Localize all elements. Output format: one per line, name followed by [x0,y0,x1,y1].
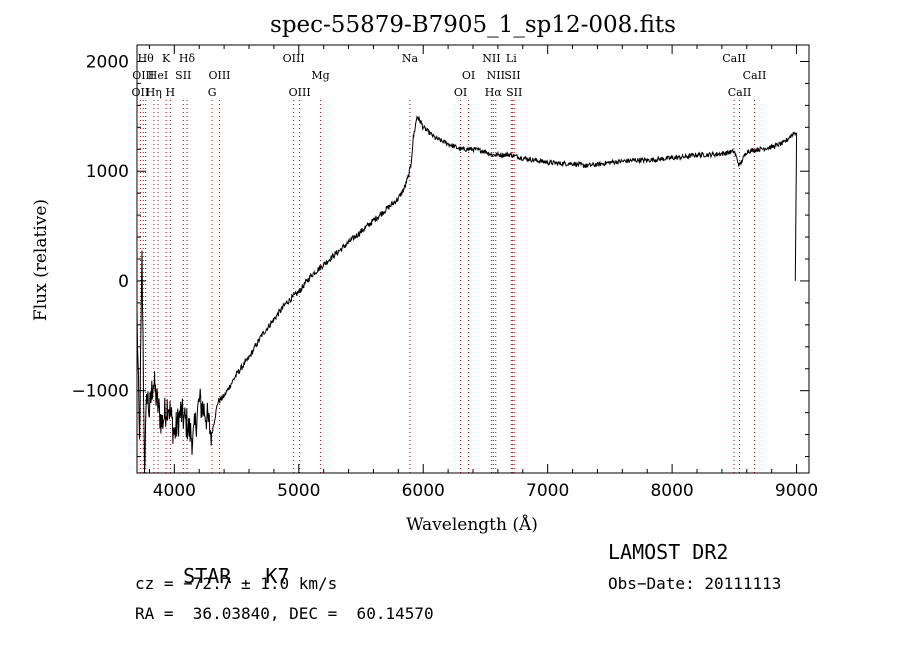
object-class: STAR K7 [135,540,289,612]
line-marker-label: Mg [311,69,329,82]
line-marker-label: H [166,86,176,99]
y-axis-ticks: −1000 0 1000 2000 [71,52,809,458]
line-marker-label: OII [132,86,150,99]
x-tick-label: 8000 [650,481,693,501]
y-axis-label: Flux (relative) [31,199,51,321]
line-marker-label: Na [402,52,419,65]
x-axis-ticks: 4000 5000 6000 7000 8000 9000 [148,45,818,501]
x-tick-label: 7000 [526,481,569,501]
line-marker-label: SII [506,86,522,99]
chart-title: spec-55879-B7905_1_sp12-008.fits [270,12,676,38]
line-marker-label: OIII [208,69,230,82]
survey-label: LAMOST DR2 [608,540,729,564]
line-marker-label: SII [504,69,520,82]
plot-frame [136,44,810,474]
line-marker-label: G [208,86,217,99]
spectrum-line [136,115,798,474]
x-tick-label: 6000 [402,481,445,501]
line-marker-label: Li [506,52,517,65]
line-marker-label: OIII [132,69,154,82]
line-marker-label: K [162,52,171,65]
subclass-label: K7 [265,564,290,588]
line-marker-label: CaII [743,69,767,82]
line-marker-label: Hδ [179,52,196,65]
line-marker-label: NII [482,52,500,65]
x-tick-label: 4000 [153,481,196,501]
line-marker-label: OI [462,69,475,82]
line-marker-label: OI [454,86,467,99]
line-marker-label: NII [487,69,505,82]
redshift-label: cz = −72.7 ± 1.0 km/s [135,574,338,593]
obs-date-label: Obs−Date: 20111113 [608,574,782,593]
y-tick-label: 0 [118,272,129,292]
line-marker-label: Hη [146,86,162,99]
line-marker-label: CaII [722,52,746,65]
coordinates-label: RA = 36.03840, DEC = 60.14570 [135,604,434,623]
line-marker-label: HeI [148,69,168,82]
class-label: STAR [183,564,232,588]
x-tick-label: 9000 [775,481,818,501]
y-tick-label: −1000 [71,382,129,402]
x-axis-label: Wavelength (Å) [406,514,538,535]
y-tick-label: 1000 [86,162,129,182]
line-marker-label: OIII [283,52,305,65]
line-marker-label: Hθ [138,52,155,65]
line-marker-label: SII [175,69,191,82]
y-tick-label: 2000 [86,52,129,72]
line-marker-label: OIII [289,86,311,99]
line-marker-label: CaII [728,86,752,99]
line-marker-label: Hα [485,86,503,99]
line-markers: OIIOIIIHθHηHeIKHSIIHδGOIIIOIIIOIIIMgNaOI… [132,52,767,473]
x-tick-label: 5000 [277,481,320,501]
